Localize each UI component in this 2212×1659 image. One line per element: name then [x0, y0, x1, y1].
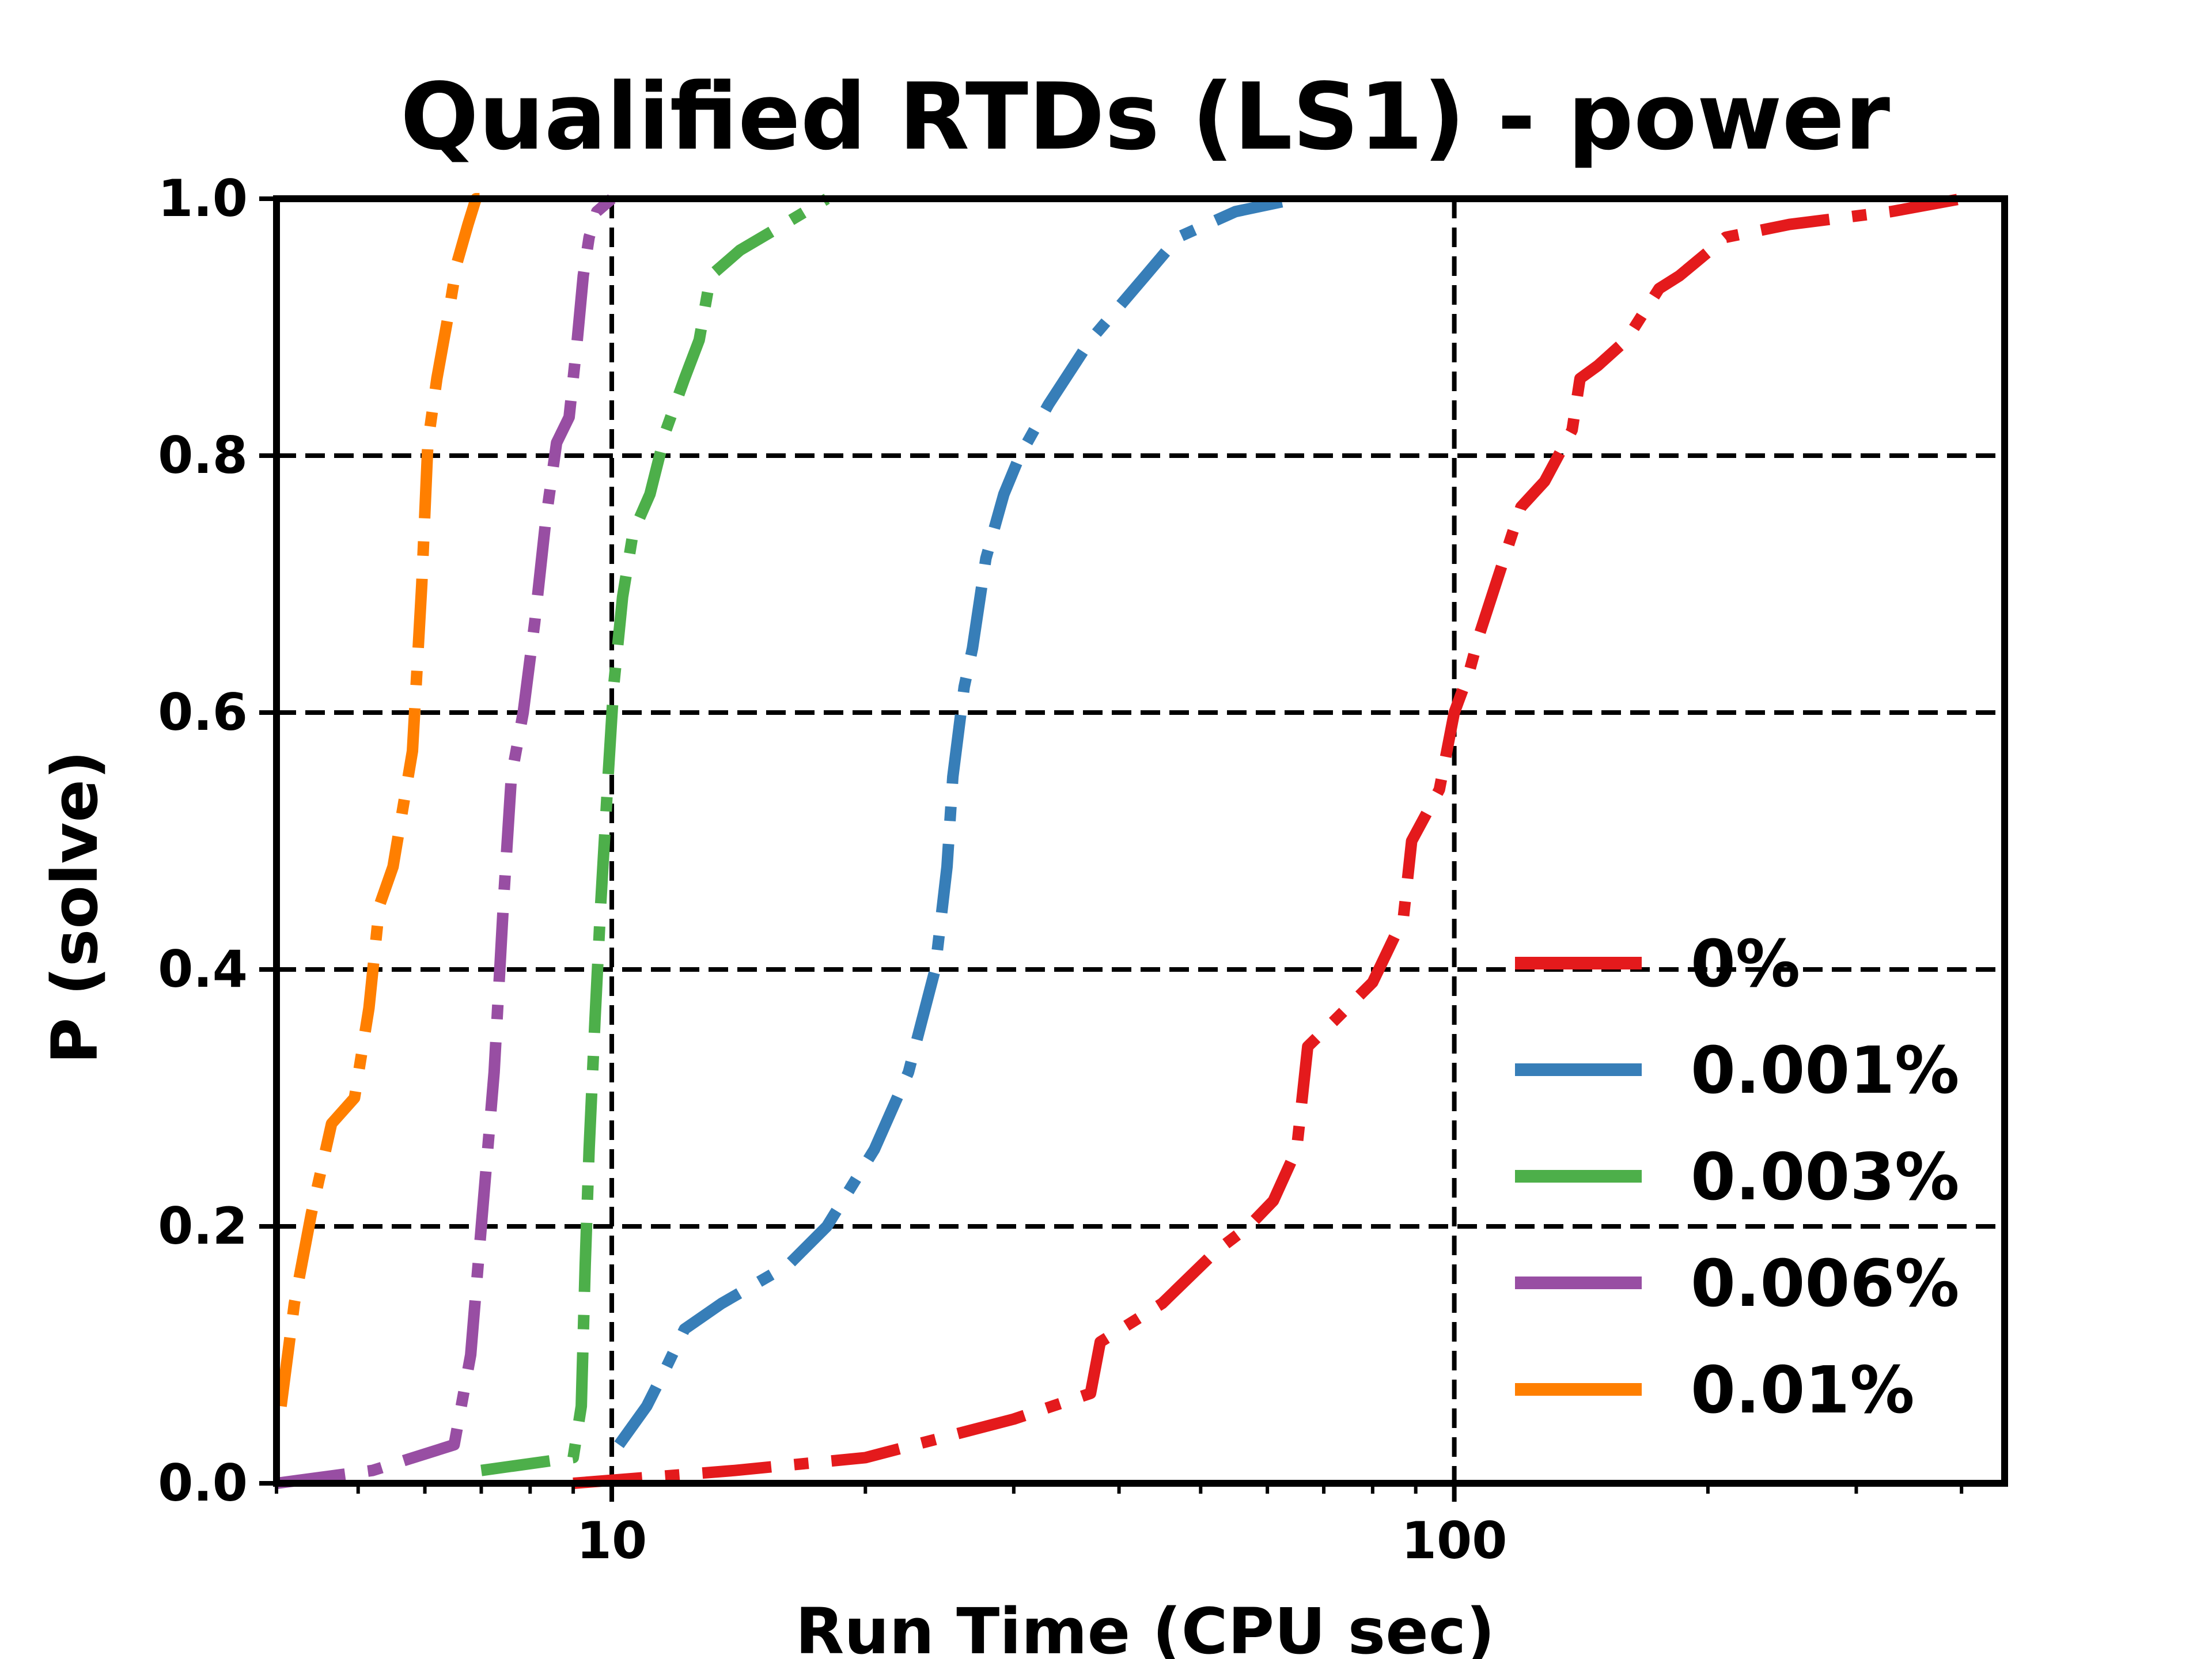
y-tick-label-4: 0.8	[158, 426, 248, 485]
series-layer	[275, 193, 1963, 1489]
legend: 0% 0.001% 0.003% 0.006% 0.01%	[1515, 927, 1959, 1428]
tick-layer: 0.0 0.2 0.4 0.6 0.8 1.0 10 100	[158, 169, 1964, 1570]
x-tick-label-0: 10	[577, 1511, 647, 1570]
series-line-2	[480, 194, 830, 1476]
axes-layer	[273, 195, 2008, 1487]
series-line-0	[573, 193, 1963, 1489]
series-line-3	[275, 194, 616, 1489]
chart-title: Qualified RTDs (LS1) - power	[400, 63, 1890, 171]
plot-frame	[273, 195, 2008, 1487]
y-tick-label-3: 0.6	[158, 683, 248, 742]
y-tick-label-1: 0.2	[158, 1196, 248, 1256]
x-axis-label: Run Time (CPU sec)	[796, 1594, 1495, 1659]
legend-label-3: 0.006%	[1691, 1247, 1959, 1321]
legend-label-2: 0.003%	[1691, 1140, 1959, 1215]
series-line-1	[614, 193, 1298, 1448]
legend-label-4: 0.01%	[1691, 1353, 1915, 1428]
legend-label-0: 0%	[1691, 927, 1800, 1002]
series-line-4	[275, 193, 497, 1407]
y-tick-label-2: 0.4	[158, 940, 248, 999]
y-tick-label-5: 1.0	[158, 169, 248, 228]
legend-label-1: 0.001%	[1691, 1033, 1959, 1108]
x-tick-label-1: 100	[1402, 1511, 1508, 1570]
y-tick-label-0: 0.0	[158, 1453, 248, 1513]
y-axis-label: P (solve)	[38, 751, 112, 1065]
